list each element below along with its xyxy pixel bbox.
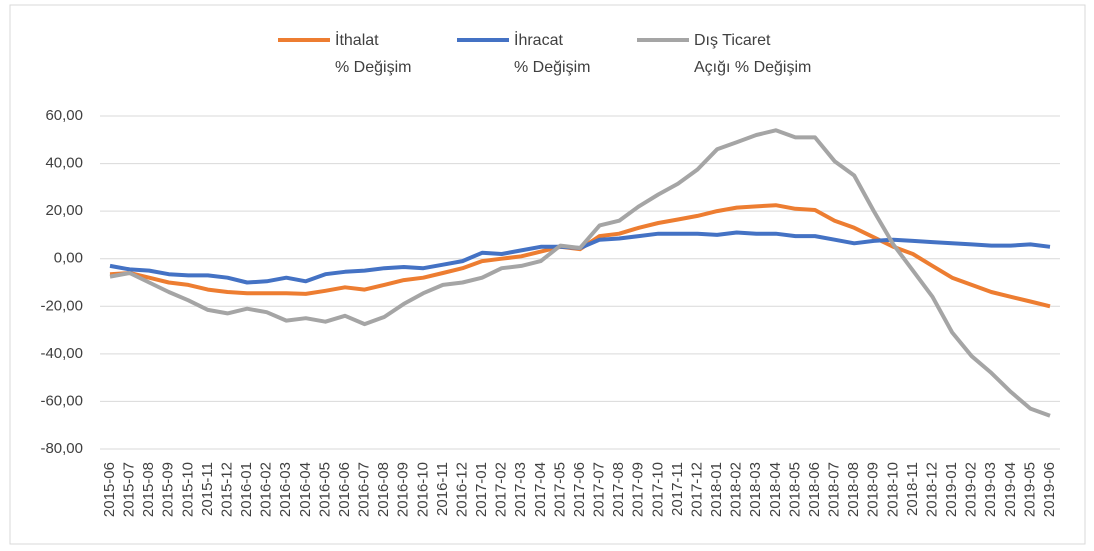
y-tick-label: 0,00 xyxy=(54,250,83,267)
y-tick-label: -80,00 xyxy=(40,440,83,457)
x-tick-label: 2018-08 xyxy=(845,462,862,517)
x-tick-label: 2018-11 xyxy=(904,462,921,516)
x-tick-label: 2018-01 xyxy=(708,462,725,517)
x-tick-label: 2018-10 xyxy=(884,462,901,517)
x-tick-label: 2016-12 xyxy=(453,462,470,517)
x-tick-label: 2016-09 xyxy=(395,462,412,517)
x-tick-label: 2019-05 xyxy=(1021,462,1038,517)
legend-label: İthalat % Değişim xyxy=(335,32,412,76)
x-tick-label: 2016-01 xyxy=(238,462,255,517)
x-tick-label: 2017-03 xyxy=(512,462,529,517)
x-tick-label: 2017-04 xyxy=(532,462,549,517)
x-tick-label: 2017-12 xyxy=(688,462,705,517)
x-tick-label: 2015-06 xyxy=(101,462,118,517)
x-tick-label: 2016-03 xyxy=(277,462,294,517)
legend-label: İhracat % Değişim xyxy=(514,32,591,76)
x-tick-label: 2016-05 xyxy=(316,462,333,517)
y-tick-label: -60,00 xyxy=(40,392,83,409)
y-tick-label: 20,00 xyxy=(45,202,83,219)
x-tick-label: 2015-09 xyxy=(160,462,177,517)
x-tick-label: 2015-08 xyxy=(140,462,157,517)
x-tick-label: 2017-01 xyxy=(473,462,490,517)
x-tick-label: 2017-05 xyxy=(551,462,568,517)
x-tick-label: 2016-07 xyxy=(356,462,373,517)
series-line xyxy=(109,128,1051,418)
x-tick-label: 2019-03 xyxy=(982,462,999,517)
x-tick-label: 2018-03 xyxy=(747,462,764,517)
series-line xyxy=(109,230,1051,285)
x-tick-label: 2016-04 xyxy=(297,462,314,517)
x-tick-label: 2017-10 xyxy=(649,462,666,517)
y-tick-label: 40,00 xyxy=(45,155,83,172)
x-tick-label: 2018-07 xyxy=(826,462,843,517)
x-tick-label: 2016-11 xyxy=(434,462,451,516)
y-tick-label: -20,00 xyxy=(40,297,83,314)
series-line xyxy=(109,203,1051,309)
y-tick-label: 60,00 xyxy=(45,107,83,124)
x-tick-label: 2016-06 xyxy=(336,462,353,517)
x-tick-label: 2015-10 xyxy=(179,462,196,517)
x-tick-label: 2018-05 xyxy=(786,462,803,517)
x-tick-label: 2018-09 xyxy=(865,462,882,517)
x-tick-label: 2018-06 xyxy=(806,462,823,517)
y-tick-label: -40,00 xyxy=(40,345,83,362)
x-tick-label: 2018-04 xyxy=(767,462,784,517)
x-tick-label: 2015-07 xyxy=(121,462,138,517)
x-tick-label: 2019-02 xyxy=(963,462,980,517)
x-tick-label: 2019-01 xyxy=(943,462,960,517)
x-tick-label: 2017-07 xyxy=(591,462,608,517)
x-tick-label: 2015-12 xyxy=(218,462,235,517)
x-tick-label: 2017-06 xyxy=(571,462,588,517)
x-tick-label: 2017-08 xyxy=(610,462,627,517)
x-tick-label: 2018-12 xyxy=(923,462,940,517)
x-tick-label: 2016-02 xyxy=(258,462,275,517)
x-tick-label: 2016-10 xyxy=(414,462,431,517)
x-tick-label: 2017-09 xyxy=(630,462,647,517)
chart-border xyxy=(9,4,1086,545)
x-tick-label: 2017-02 xyxy=(493,462,510,517)
x-tick-label: 2018-02 xyxy=(728,462,745,517)
x-tick-label: 2015-11 xyxy=(199,462,216,516)
x-tick-label: 2016-08 xyxy=(375,462,392,517)
x-tick-label: 2017-11 xyxy=(669,462,686,516)
x-tick-label: 2019-04 xyxy=(1002,462,1019,517)
legend-label: Dış Ticaret Açığı % Değişim xyxy=(694,32,812,76)
x-tick-label: 2019-06 xyxy=(1041,462,1058,517)
